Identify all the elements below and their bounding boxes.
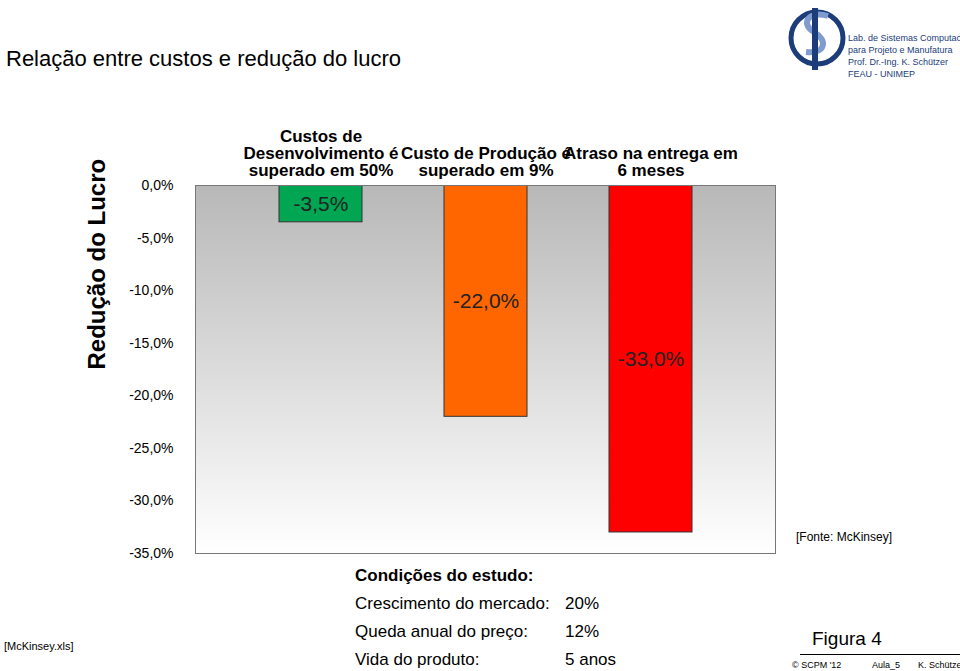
svg-text:-25,0%: -25,0%	[129, 440, 173, 456]
html-text:[McKinsey.xls]: [McKinsey.xls]	[4, 640, 74, 652]
svg-text:Atraso na entrega em6 meses: Atraso na entrega em6 meses	[564, 144, 738, 180]
svg-text:Custos deDesenvolvimento ésupe: Custos deDesenvolvimento ésuperado em 50…	[244, 127, 399, 180]
svg-text:-15,0%: -15,0%	[129, 335, 173, 351]
svg-text:-20,0%: -20,0%	[129, 387, 173, 403]
svg-text:-35,0%: -35,0%	[129, 545, 173, 561]
svg-text:0,0%: 0,0%	[142, 177, 174, 193]
svg-text:-3,5%: -3,5%	[294, 192, 349, 215]
html-text:Relação entre custos e redução: Relação entre custos e redução do lucro	[6, 46, 401, 71]
html-text:Condições do estudo:: Condições do estudo:	[355, 566, 534, 585]
html-text:Vida do produto:: Vida do produto:	[355, 650, 480, 669]
html-text:5 anos: 5 anos	[565, 650, 616, 669]
svg-text:-30,0%: -30,0%	[129, 492, 173, 508]
svg-text:Custo de Produção ésuperado em: Custo de Produção ésuperado em 9%	[401, 144, 571, 180]
html-text:FEAU - UNIMEP: FEAU - UNIMEP	[848, 69, 915, 79]
html-text:para Projeto e Manufatura: para Projeto e Manufatura	[848, 45, 953, 55]
html-text:© SCPM '12: © SCPM '12	[792, 660, 842, 670]
svg-text:Redução do Lucro: Redução do Lucro	[83, 159, 110, 370]
svg-text:-10,0%: -10,0%	[129, 282, 173, 298]
svg-text:-33,0%: -33,0%	[618, 347, 685, 370]
html-text:[Fonte: McKinsey]: [Fonte: McKinsey]	[796, 530, 892, 544]
html-text:Crescimento do mercado:: Crescimento do mercado:	[355, 594, 550, 613]
html-text:Prof. Dr.-Ing. K. Schützer: Prof. Dr.-Ing. K. Schützer	[848, 57, 948, 67]
html-text:Queda anual do preço:: Queda anual do preço:	[355, 622, 528, 641]
svg-text:-22,0%: -22,0%	[453, 289, 520, 312]
html-text:20%: 20%	[565, 594, 599, 613]
html-text:Figura 4: Figura 4	[812, 628, 882, 649]
html-text:12%: 12%	[565, 622, 599, 641]
svg-text:-5,0%: -5,0%	[137, 230, 174, 246]
html-text:Aula_5: Aula_5	[872, 660, 900, 670]
